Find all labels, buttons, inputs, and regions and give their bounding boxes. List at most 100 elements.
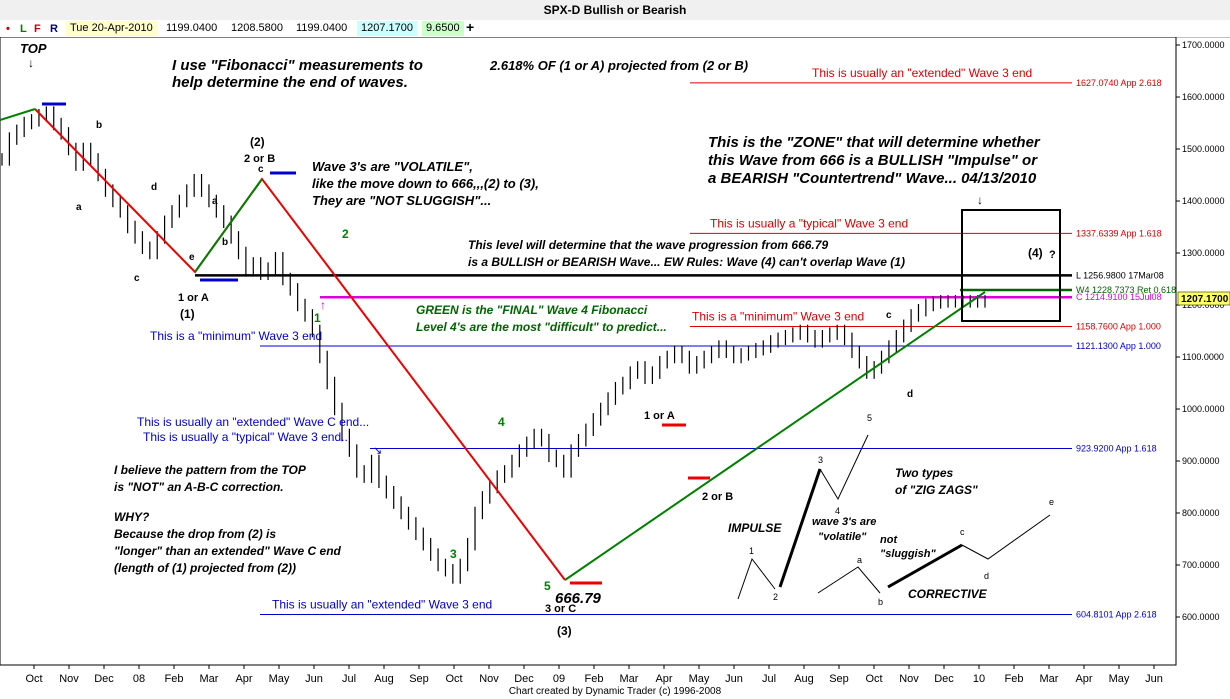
because-line1: Because the drop from (2) is [114, 527, 276, 541]
y-tick-label: 1500.0000 [1182, 144, 1225, 154]
green-upmove-line [194, 178, 263, 273]
f-button[interactable]: F [34, 23, 41, 35]
last-price-tag [1177, 291, 1230, 306]
impulse-label: IMPULSE [728, 521, 782, 535]
zone-note-line2: this Wave from 666 is a BULLISH "Impulse… [708, 152, 1038, 169]
wave-label-g2: 2 [342, 227, 349, 241]
impulse-label-3: 3 [818, 455, 823, 465]
because-line3: (length of (1) projected from (2)) [114, 561, 296, 575]
l-button[interactable]: L [20, 23, 27, 35]
x-tick-label: May [1109, 673, 1130, 685]
zigzag-sketch [737, 434, 1051, 600]
zone-note-line3: a BEARISH "Countertrend" Wave... 04/13/2… [708, 170, 1037, 187]
x-tick-label: Aug [374, 673, 394, 685]
blue-arrow-icon: ↘ [373, 445, 382, 457]
corr-label-a: a [857, 555, 862, 565]
corr-label-c: c [960, 527, 965, 537]
x-axis: Oct Nov Dec 08 Feb Mar Apr May Jun Jul Aug Sep Oct No… [25, 665, 1163, 685]
green-trendline [0, 108, 36, 121]
fib-levels: 1627.0740 App 2.618 This is usually an "e… [150, 66, 1176, 620]
zone-note-line1: This is the "ZONE" that will determine w… [708, 134, 1041, 151]
y-tick-label: 1600.0000 [1182, 92, 1225, 102]
wave-label-1orA-2: 1 or A [644, 410, 675, 422]
wave-label-p3: (3) [557, 624, 572, 638]
x-tick-label: Apr [655, 673, 672, 685]
wave-label-g3: 3 [450, 547, 457, 561]
minor-label-c: c [134, 273, 140, 284]
x-tick-label: Dec [94, 673, 114, 685]
x-tick-label: 08 [133, 673, 145, 685]
fib-level-label: L 1256.9800 17Mar08 [1076, 270, 1164, 280]
last-price-text: 1207.1700 [1181, 294, 1229, 305]
x-tick-label: May [269, 673, 290, 685]
fib-level-label: W4 1228.7373 Ret 0.618 [1076, 285, 1176, 295]
not-sluggish-line2: "sluggish" [880, 548, 936, 560]
fib-level-label: 1337.6339 App 1.618 [1076, 228, 1162, 238]
x-tick-label: Feb [1005, 673, 1024, 685]
x-tick-label: Aug [794, 673, 814, 685]
green-note-line1: GREEN is the "FINAL" Wave 4 Fibonacci [416, 303, 648, 317]
wave3-volatile-line1: wave 3's are [812, 516, 876, 528]
minor-label-c3: c [886, 310, 892, 321]
impulse-label-2: 2 [773, 592, 778, 602]
impulse-label-1: 1 [749, 546, 754, 556]
wave-label-g1: 1 [314, 311, 321, 325]
x-tick-label: Oct [865, 673, 882, 685]
chart-footer: Chart created by Dynamic Trader (c) 1996… [508, 686, 722, 697]
corrective-label: CORRECTIVE [908, 587, 988, 601]
wave-label-g5: 5 [544, 579, 551, 593]
wave-label-g4: 4 [498, 415, 505, 429]
y-tick-label: 1000.0000 [1182, 404, 1225, 414]
fib-level-note: This is usually a "typical" Wave 3 end [710, 216, 908, 230]
y-tick-label: 600.0000 [1182, 612, 1220, 622]
y-tick-label: 900.0000 [1182, 456, 1220, 466]
minor-label-a2: a [212, 196, 218, 207]
top-label: TOP [20, 41, 47, 56]
x-tick-label: Feb [165, 673, 184, 685]
r-button[interactable]: R [50, 23, 58, 35]
x-tick-label: Apr [235, 673, 252, 685]
close-readout: 1207.1700 [357, 21, 417, 36]
high-readout: 1208.5800 [231, 22, 283, 34]
add-button[interactable]: + [466, 19, 475, 35]
corr-label-d: d [984, 571, 989, 581]
fib-level-note: This is usually an "extended" Wave 3 end [272, 597, 492, 611]
x-tick-label: Mar [200, 673, 219, 685]
wave-label-2orB: 2 or B [244, 153, 275, 165]
zone-arrow-icon: ↓ [977, 193, 983, 207]
x-tick-label: Sep [829, 673, 849, 685]
fib-level-note: This is a "minimum" Wave 3 end [150, 329, 322, 343]
wave3-volatile-line2: "volatile" [818, 531, 867, 543]
fib-level-note: This is usually an "extended" Wave 3 end [812, 66, 1032, 80]
fib-level-label: 923.9200 App 1.618 [1076, 444, 1157, 454]
belief-line1: I believe the pattern from the TOP [114, 463, 307, 477]
y-axis: 1700.0000 1600.0000 1500.0000 1400.0000 1300… [1176, 40, 1225, 622]
x-tick-label: 10 [973, 673, 985, 685]
x-tick-label: May [689, 673, 710, 685]
fib-level-label: 604.8101 App 2.618 [1076, 609, 1157, 619]
corr-label-b: b [878, 597, 883, 607]
x-tick-label: Dec [934, 673, 954, 685]
x-tick-label: Nov [899, 673, 919, 685]
wave-label-2orB-2: 2 or B [702, 491, 733, 503]
wave-label-question: ? [1049, 249, 1056, 261]
low-readout: 1199.0400 [296, 22, 348, 34]
level-note-line1: This level will determine that the wave … [468, 238, 828, 252]
volatile-note-line1: Wave 3's are "VOLATILE", [312, 159, 473, 174]
x-tick-label: Jun [725, 673, 743, 685]
volatile-note-line2: like the move down to 666,,,(2) to (3), [312, 176, 539, 191]
x-tick-label: Jul [762, 673, 776, 685]
impulse-label-4: 4 [835, 506, 840, 516]
impulse-label-5: 5 [867, 413, 872, 423]
level-note-line2: is a BULLISH or BEARISH Wave... EW Rules… [468, 255, 905, 269]
record-button[interactable]: • [6, 23, 10, 35]
x-tick-label: Nov [59, 673, 79, 685]
x-tick-label: Mar [620, 673, 639, 685]
x-tick-label: Sep [409, 673, 429, 685]
green-note-line2: Level 4's are the most "difficult" to pr… [416, 320, 667, 334]
x-tick-label: Oct [445, 673, 462, 685]
toolbar: • L F R Tue 20-Apr-2010 1199.0400 1208.5… [0, 19, 1230, 38]
magenta-arrow-icon: ↑ [320, 298, 326, 312]
x-tick-label: Jun [305, 673, 323, 685]
wave-label-3orC: 3 or C [545, 603, 576, 615]
